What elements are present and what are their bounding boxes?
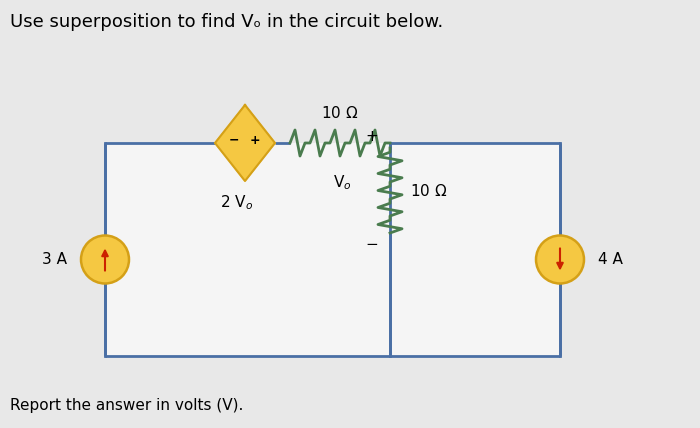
Text: 2 V$_o$: 2 V$_o$ [220, 193, 253, 212]
Text: −: − [365, 237, 379, 252]
Text: +: + [250, 134, 260, 146]
Circle shape [81, 235, 129, 283]
Bar [105, 143, 560, 356]
Polygon shape [215, 105, 275, 181]
Text: Report the answer in volts (V).: Report the answer in volts (V). [10, 398, 244, 413]
Text: 4 A: 4 A [598, 252, 623, 267]
Text: 10 $\Omega$: 10 $\Omega$ [410, 182, 447, 199]
Circle shape [536, 235, 584, 283]
Text: Use superposition to find Vₒ in the circuit below.: Use superposition to find Vₒ in the circ… [10, 13, 443, 31]
Text: 10 $\Omega$: 10 $\Omega$ [321, 105, 358, 121]
Text: V$_o$: V$_o$ [333, 173, 352, 192]
Text: 3 A: 3 A [42, 252, 67, 267]
Text: −: − [229, 134, 239, 146]
Text: +: + [365, 129, 379, 144]
